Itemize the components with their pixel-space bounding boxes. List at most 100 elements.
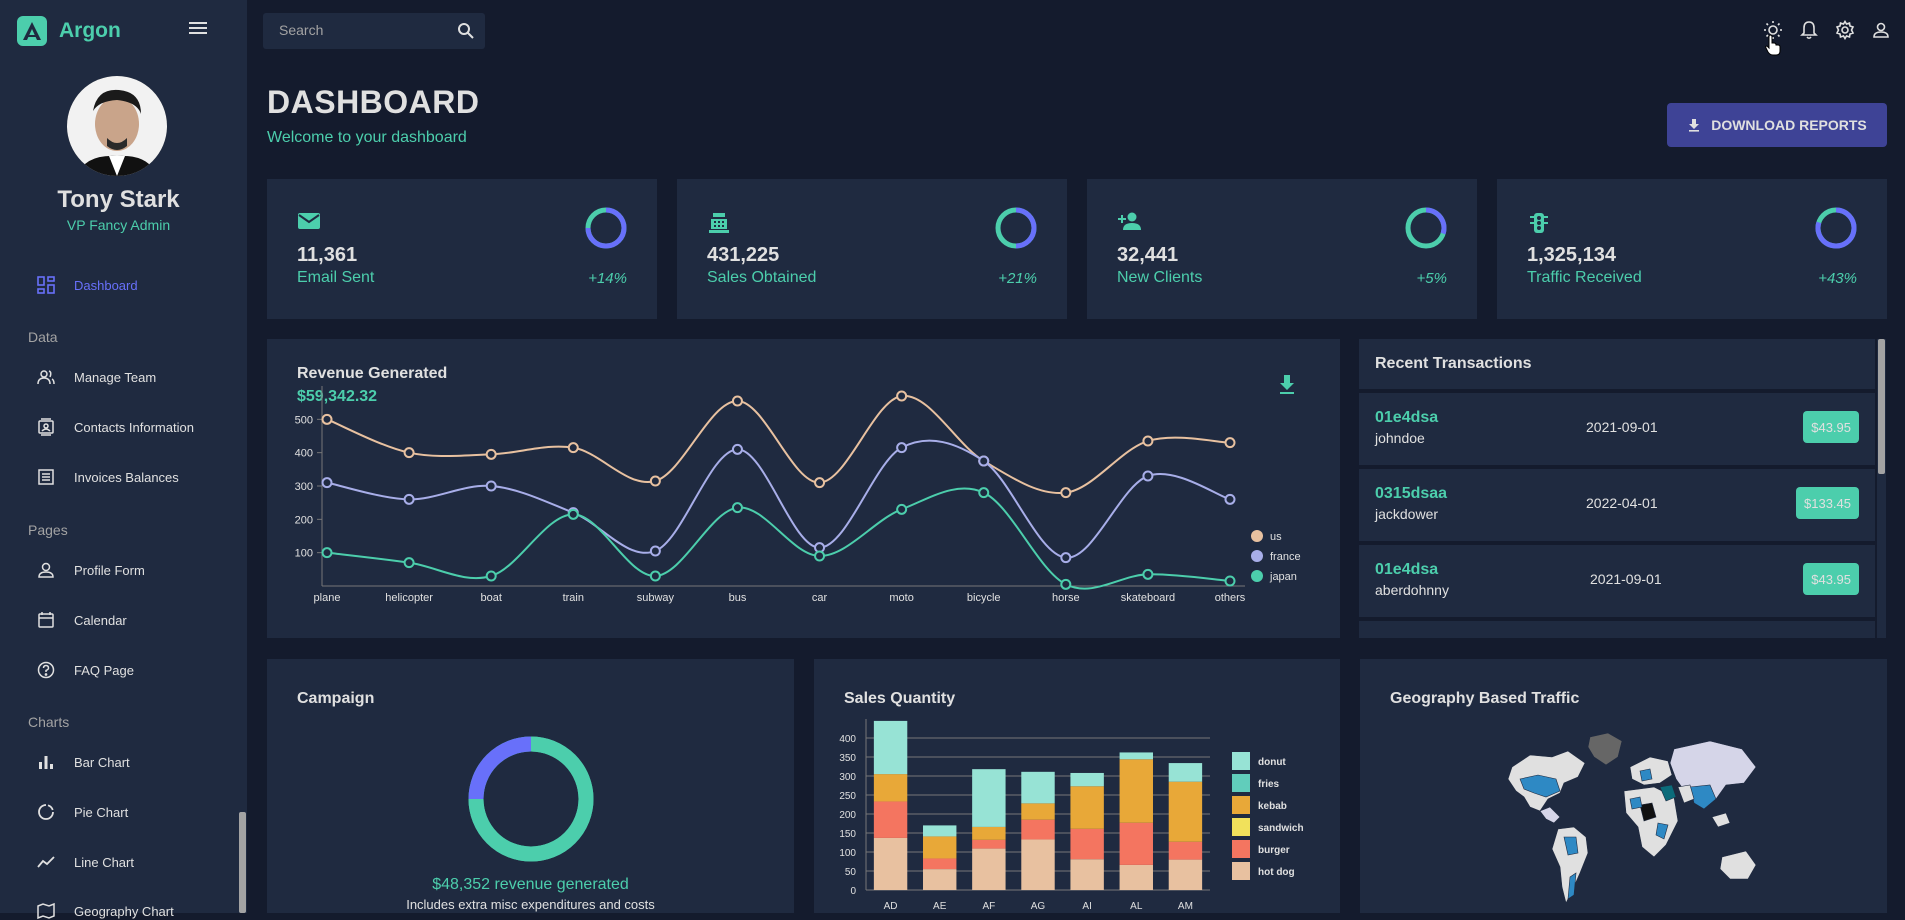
- data-point[interactable]: [485, 570, 497, 582]
- download-reports-button[interactable]: DOWNLOAD REPORTS: [1667, 103, 1887, 147]
- data-point[interactable]: [814, 550, 826, 562]
- bar-segment-donut[interactable]: [1119, 752, 1153, 760]
- bar-segment-donut[interactable]: [923, 825, 957, 837]
- bar-segment-kebab[interactable]: [923, 836, 957, 859]
- search-icon[interactable]: [457, 22, 475, 40]
- bar-segment-kebab[interactable]: [1070, 786, 1104, 829]
- bar-segment-donut[interactable]: [1021, 771, 1055, 804]
- data-point[interactable]: [1224, 575, 1236, 587]
- bar-segment-donut[interactable]: [1070, 772, 1104, 787]
- bar-segment-burger[interactable]: [873, 801, 908, 838]
- bar-segment-burger[interactable]: [923, 858, 957, 870]
- transaction-row[interactable]: 0315dsaa jackdower 2022-04-01 $133.45: [1359, 469, 1875, 541]
- bar-segment-hot-dog[interactable]: [1119, 864, 1153, 890]
- data-point[interactable]: [485, 480, 497, 492]
- data-point[interactable]: [978, 487, 990, 499]
- data-point[interactable]: [1224, 437, 1236, 449]
- x-tick-label: helicopter: [385, 592, 433, 604]
- sidebar-item-contacts[interactable]: Contacts Information: [37, 418, 194, 436]
- data-point[interactable]: [1060, 487, 1072, 499]
- page-title: DASHBOARD: [267, 84, 480, 120]
- notifications-icon[interactable]: [1797, 18, 1821, 42]
- stat-card-email: 11,361 Email Sent +14%: [267, 179, 657, 319]
- data-point[interactable]: [896, 442, 908, 454]
- x-tick-label: others: [1215, 592, 1246, 604]
- data-point[interactable]: [1142, 470, 1154, 482]
- bar-segment-kebab[interactable]: [873, 774, 908, 802]
- search-input[interactable]: Search: [279, 22, 324, 38]
- download-icon[interactable]: [1278, 374, 1296, 396]
- bar-segment-hot-dog[interactable]: [1021, 839, 1055, 890]
- user-name: Tony Stark: [57, 186, 180, 213]
- bar-segment-kebab[interactable]: [1168, 781, 1203, 842]
- dashboard-icon: [37, 276, 55, 294]
- sidebar-item-manage-team[interactable]: Manage Team: [37, 368, 156, 386]
- transaction-row[interactable]: [1359, 621, 1875, 638]
- light-mode-icon[interactable]: [1761, 18, 1785, 42]
- transactions-scrollbar[interactable]: [1877, 339, 1886, 638]
- data-point[interactable]: [649, 570, 661, 582]
- menu-toggle-icon[interactable]: [189, 22, 207, 36]
- bar-segment-burger[interactable]: [1119, 822, 1153, 865]
- sidebar-item-faq[interactable]: FAQ Page: [37, 661, 134, 679]
- bar-segment-hot-dog[interactable]: [1070, 859, 1104, 890]
- data-point[interactable]: [731, 443, 743, 455]
- data-point[interactable]: [896, 390, 908, 402]
- sidebar-item-dashboard[interactable]: Dashboard: [37, 276, 138, 294]
- data-point[interactable]: [403, 557, 415, 569]
- sidebar-scrollbar-thumb[interactable]: [239, 812, 246, 913]
- data-point[interactable]: [896, 503, 908, 515]
- data-point[interactable]: [485, 448, 497, 460]
- progress-ring: [1815, 207, 1857, 249]
- search-box[interactable]: Search: [263, 13, 485, 49]
- brand[interactable]: Argon: [17, 16, 121, 46]
- x-tick-label: AE: [933, 901, 947, 912]
- sidebar-scrollbar[interactable]: [237, 0, 247, 913]
- data-point[interactable]: [1142, 435, 1154, 447]
- bar-segment-burger[interactable]: [1070, 828, 1104, 860]
- sidebar-item-profile[interactable]: Profile Form: [37, 561, 145, 579]
- sidebar-item-bar-chart[interactable]: Bar Chart: [37, 753, 130, 771]
- legend-label: kebab: [1258, 801, 1287, 812]
- bar-segment-donut[interactable]: [972, 769, 1006, 827]
- data-point[interactable]: [649, 545, 661, 557]
- bar-segment-kebab[interactable]: [1119, 759, 1153, 823]
- bar-segment-burger[interactable]: [1021, 819, 1055, 840]
- data-point[interactable]: [321, 477, 333, 489]
- settings-icon[interactable]: [1833, 18, 1857, 42]
- sidebar-item-line-chart[interactable]: Line Chart: [37, 853, 134, 871]
- bar-segment-hot-dog[interactable]: [923, 869, 957, 890]
- bar-segment-burger[interactable]: [972, 839, 1006, 849]
- transaction-row[interactable]: 01e4dsa johndoe 2021-09-01 $43.95: [1359, 393, 1875, 465]
- data-point[interactable]: [567, 508, 579, 520]
- sidebar-item-geography-chart[interactable]: Geography Chart: [37, 902, 174, 920]
- bar-segment-hot-dog[interactable]: [1168, 859, 1203, 890]
- sidebar-item-invoices[interactable]: Invoices Balances: [37, 468, 179, 486]
- transaction-row[interactable]: 01e4dsa aberdohnny 2021-09-01 $43.95: [1359, 545, 1875, 617]
- data-point[interactable]: [567, 442, 579, 454]
- data-point[interactable]: [731, 502, 743, 514]
- data-point[interactable]: [978, 455, 990, 467]
- sidebar-item-calendar[interactable]: Calendar: [37, 611, 127, 629]
- transactions-scrollbar-thumb[interactable]: [1878, 339, 1885, 474]
- data-point[interactable]: [1224, 493, 1236, 505]
- data-point[interactable]: [1060, 578, 1072, 590]
- bar-segment-kebab[interactable]: [972, 826, 1006, 840]
- data-point[interactable]: [403, 493, 415, 505]
- bar-segment-hot-dog[interactable]: [972, 848, 1006, 890]
- data-point[interactable]: [321, 547, 333, 559]
- data-point[interactable]: [1060, 552, 1072, 564]
- data-point[interactable]: [1142, 568, 1154, 580]
- bar-segment-donut[interactable]: [1168, 763, 1203, 782]
- bar-segment-donut[interactable]: [873, 720, 908, 775]
- data-point[interactable]: [731, 395, 743, 407]
- bar-segment-hot-dog[interactable]: [873, 837, 908, 890]
- data-point[interactable]: [403, 447, 415, 459]
- profile-icon[interactable]: [1869, 18, 1893, 42]
- sidebar-item-pie-chart[interactable]: Pie Chart: [37, 803, 128, 821]
- data-point[interactable]: [649, 475, 661, 487]
- data-point[interactable]: [814, 477, 826, 489]
- bar-segment-kebab[interactable]: [1021, 803, 1055, 820]
- data-point[interactable]: [321, 413, 333, 425]
- bar-segment-burger[interactable]: [1168, 841, 1203, 860]
